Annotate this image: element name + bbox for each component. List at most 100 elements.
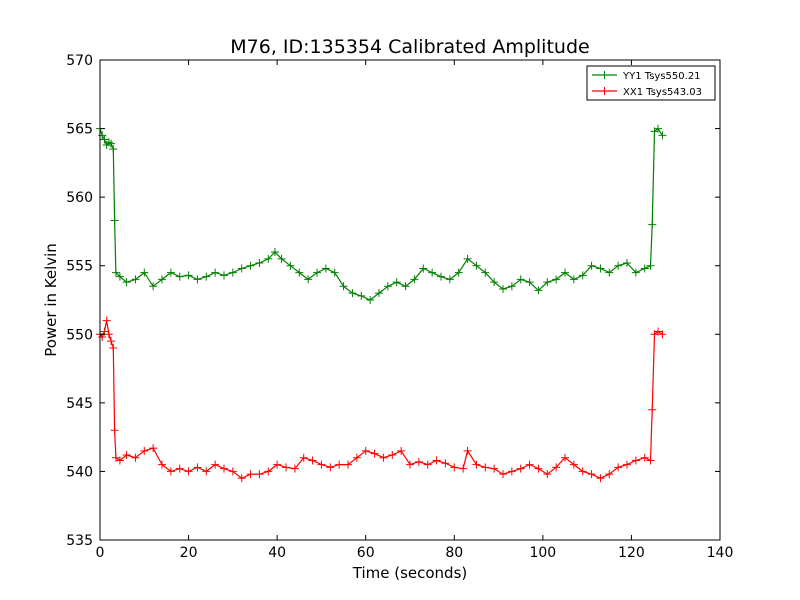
chart-title: M76, ID:135354 Calibrated Amplitude [230, 36, 589, 58]
data-point [158, 460, 166, 469]
data-point [286, 261, 295, 270]
data-point [561, 268, 569, 277]
data-point [202, 467, 211, 476]
data-point [228, 268, 237, 277]
data-point [392, 278, 401, 287]
data-point [401, 282, 410, 291]
data-point [481, 268, 490, 277]
data-point [552, 275, 561, 284]
data-point [370, 449, 379, 458]
data-point [490, 464, 499, 473]
y-tick-label: 550 [66, 327, 93, 343]
data-point [282, 463, 290, 472]
data-point [264, 254, 273, 263]
data-point [507, 282, 516, 291]
data-point [246, 261, 255, 270]
data-point [432, 456, 441, 465]
data-point [383, 282, 392, 291]
data-point [414, 457, 423, 466]
data-point [499, 470, 507, 479]
data-point [255, 470, 264, 479]
data-point [122, 450, 131, 459]
data-point [646, 456, 655, 465]
legend-box [586, 65, 716, 101]
data-point [472, 261, 481, 270]
plot-frame [99, 59, 721, 541]
y-axis-label: Power in Kelvin [42, 243, 60, 357]
data-point [330, 268, 339, 277]
data-point [605, 470, 614, 479]
data-point [273, 460, 282, 469]
data-point [552, 463, 561, 472]
series-0 [96, 124, 667, 304]
data-point [357, 291, 366, 300]
data-point [131, 453, 140, 462]
data-point [569, 275, 578, 284]
data-point [237, 264, 246, 273]
data-point [304, 275, 313, 284]
data-point [264, 467, 273, 476]
data-point [631, 268, 640, 277]
data-point [270, 248, 279, 256]
data-point [437, 272, 445, 281]
data-point [614, 261, 623, 270]
data-point [406, 460, 414, 469]
x-axis-label: Time (seconds) [352, 564, 468, 582]
data-point [578, 271, 587, 280]
data-point [648, 220, 657, 229]
data-point [335, 460, 344, 469]
data-point [308, 456, 317, 465]
data-point [445, 275, 454, 284]
data-point [111, 268, 120, 277]
data-point [423, 460, 432, 469]
data-point [109, 145, 118, 154]
plot-area [96, 59, 721, 541]
data-point [463, 254, 472, 263]
data-point [107, 139, 116, 148]
data-point [104, 330, 113, 339]
data-point [295, 268, 304, 277]
y-axis: 535 540 545 550 555 560 565 570 [66, 53, 720, 549]
data-point [658, 131, 667, 140]
data-point [640, 453, 649, 462]
x-tick-label: 0 [96, 545, 105, 561]
data-point [220, 271, 228, 280]
data-point [454, 268, 463, 277]
x-tick-label: 140 [707, 545, 734, 561]
data-point [463, 446, 472, 455]
data-point [277, 254, 286, 263]
legend-label: YY1 Tsys550.21 [622, 71, 701, 82]
data-point [388, 450, 397, 459]
data-point [525, 278, 534, 287]
legend-marker [600, 87, 609, 95]
data-point [290, 464, 299, 473]
data-point [490, 278, 499, 287]
data-point [605, 268, 614, 277]
data-point [614, 463, 623, 472]
data-point [344, 460, 352, 469]
data-point [569, 460, 578, 469]
data-point [237, 474, 246, 483]
data-point [149, 282, 158, 291]
data-point [299, 453, 308, 462]
data-point [166, 467, 175, 476]
data-point [149, 444, 158, 453]
x-tick-label: 20 [180, 545, 198, 561]
x-tick-label: 80 [445, 545, 463, 561]
data-point [246, 470, 255, 479]
data-point [516, 464, 525, 473]
data-point [481, 463, 490, 472]
data-point [211, 460, 220, 469]
data-point [131, 275, 140, 284]
data-point [193, 275, 202, 284]
y-tick-label: 560 [66, 190, 93, 206]
data-point [109, 344, 118, 352]
data-point [516, 275, 525, 284]
y-tick-label: 535 [66, 533, 93, 549]
data-point [654, 124, 662, 133]
data-point [110, 426, 119, 435]
data-point [193, 463, 202, 472]
data-point [175, 464, 184, 473]
data-point [379, 453, 388, 462]
data-point [352, 453, 361, 462]
